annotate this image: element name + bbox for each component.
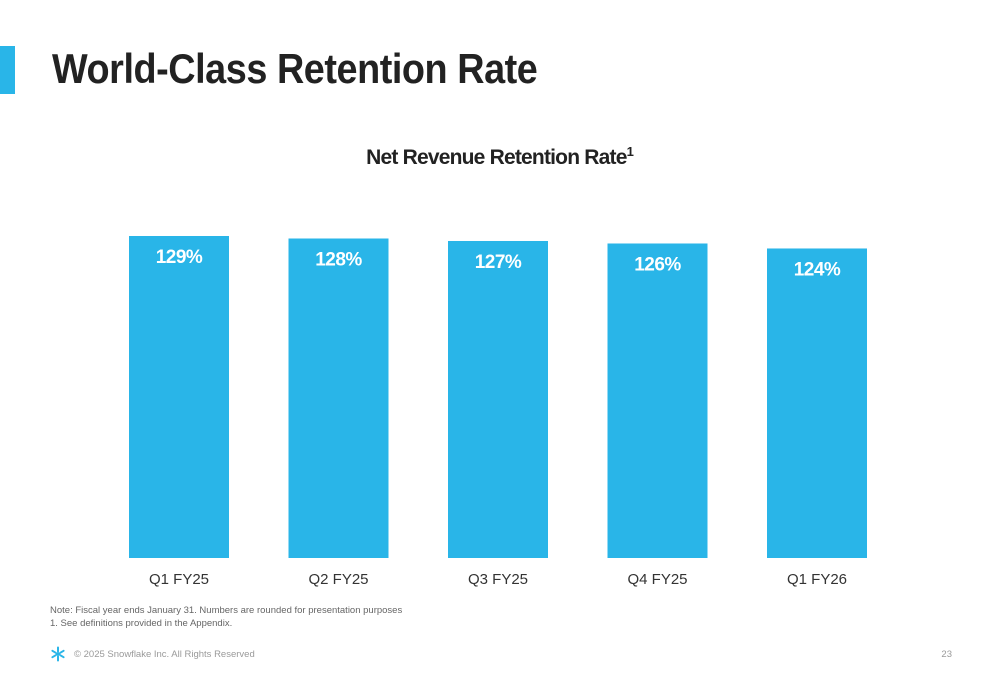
fiscal-year-note: Note: Fiscal year ends January 31. Numbe…: [50, 605, 403, 616]
data-label: 127%: [475, 252, 522, 273]
definitions-note: 1. See definitions provided in the Appen…: [50, 618, 233, 629]
bar-q4-fy25: [607, 243, 708, 558]
x-tick-label: Q1 FY25: [149, 571, 209, 588]
chart-title: Net Revenue Retention Rate1: [0, 144, 1000, 170]
bar-q1-fy26: [767, 248, 867, 558]
title-accent-bar: [0, 46, 15, 94]
page-number: 23: [941, 649, 952, 660]
footnotes: Note: Fiscal year ends January 31. Numbe…: [50, 604, 402, 630]
x-tick-label: Q1 FY26: [787, 571, 847, 588]
chart-title-text: Net Revenue Retention Rate: [366, 146, 627, 169]
data-label: 128%: [315, 249, 362, 270]
data-label: 126%: [634, 254, 681, 275]
data-label: 124%: [794, 259, 841, 280]
bar-q2-fy25: [288, 238, 389, 558]
bar-q3-fy25: [448, 240, 548, 558]
x-tick-label: Q2 FY25: [308, 571, 368, 588]
bar-q1-fy25: [129, 236, 229, 558]
copyright-text: © 2025 Snowflake Inc. All Rights Reserve…: [74, 649, 255, 660]
chart-title-footnote: 1: [626, 144, 634, 159]
x-tick-label: Q4 FY25: [627, 571, 687, 588]
x-tick-label: Q3 FY25: [468, 571, 528, 588]
slide-title: World-Class Retention Rate: [52, 45, 538, 92]
data-label: 129%: [156, 247, 203, 268]
snowflake-logo-icon: [51, 646, 65, 662]
